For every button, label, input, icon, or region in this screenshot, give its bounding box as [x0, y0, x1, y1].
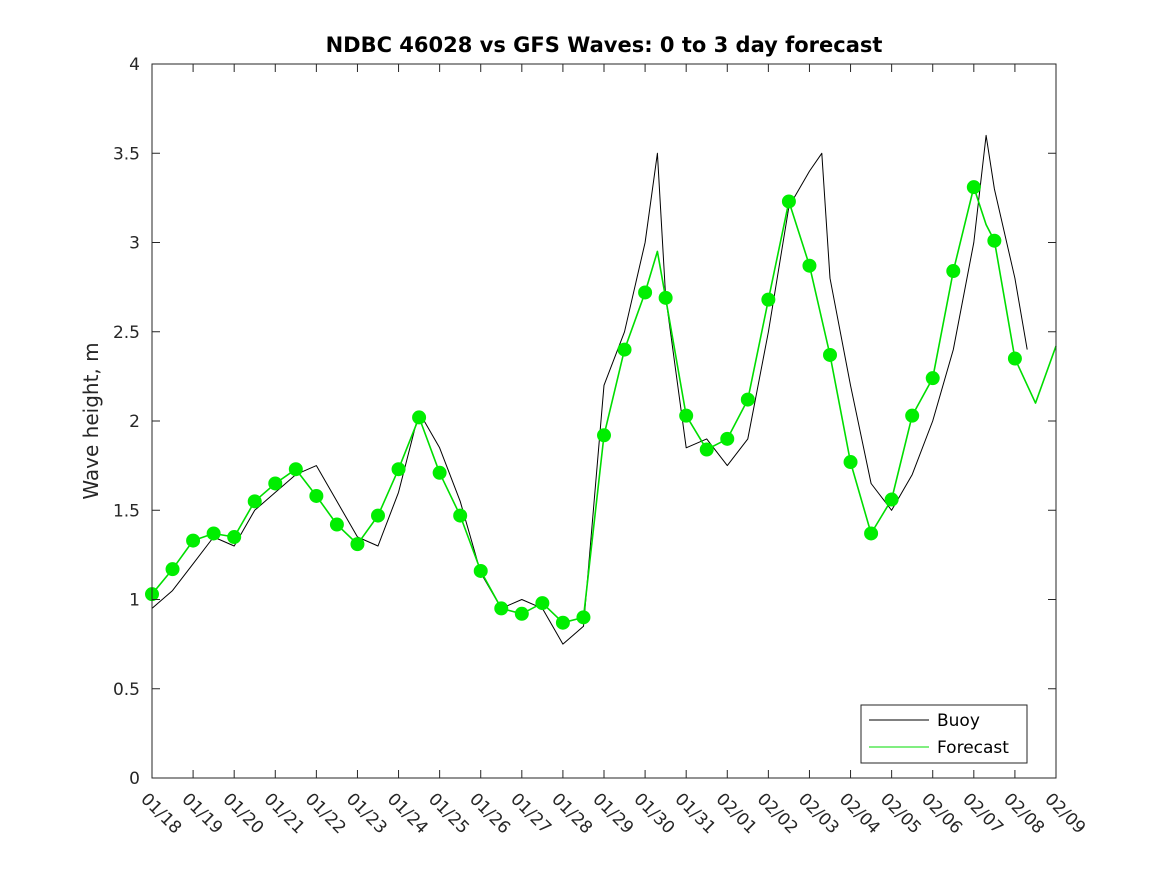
forecast-point	[227, 530, 242, 545]
x-tick-label: 01/21	[260, 789, 309, 838]
forecast-point	[247, 494, 262, 509]
legend-box	[860, 704, 1028, 764]
y-tick-label: 3	[129, 234, 140, 254]
forecast-point	[925, 371, 940, 386]
x-tick-label: 01/25	[424, 789, 473, 838]
forecast-point	[329, 517, 344, 532]
x-tick-label: 01/19	[178, 789, 227, 838]
forecast-point	[165, 562, 180, 577]
y-tick-label: 4	[129, 55, 140, 75]
legend-forecast-label: Forecast	[937, 738, 1009, 758]
forecast-point	[535, 596, 550, 611]
x-tick-label: 01/31	[671, 789, 720, 838]
x-tick-label: 01/26	[465, 789, 514, 838]
x-tick-label: 01/20	[219, 789, 268, 838]
x-tick-label: 02/07	[958, 789, 1007, 838]
forecast-point	[206, 526, 221, 541]
y-axis: 0 0.5 1 1.5 2 2.5 3 3.5 4	[113, 55, 1056, 789]
y-tick-label: 3.5	[113, 144, 140, 164]
forecast-point	[905, 408, 920, 423]
forecast-point	[658, 290, 673, 305]
marker-layer	[145, 180, 1022, 630]
forecast-point	[412, 410, 427, 425]
x-tick-label: 02/05	[876, 789, 925, 838]
forecast-point	[268, 476, 283, 491]
y-tick-label: 0	[129, 769, 140, 789]
forecast-point	[843, 455, 858, 470]
x-tick-label: 01/27	[506, 789, 555, 838]
y-tick-label: 1.5	[113, 501, 140, 521]
x-tick-label: 01/28	[547, 789, 596, 838]
x-tick-label: 02/01	[712, 789, 761, 838]
forecast-point	[823, 347, 837, 362]
y-tick-label: 2.5	[113, 323, 140, 343]
x-tick-label: 01/24	[383, 789, 432, 838]
forecast-point	[802, 258, 817, 273]
forecast-point	[699, 442, 714, 457]
forecast-point	[350, 537, 365, 552]
forecast-point	[864, 526, 879, 541]
forecast-point	[555, 615, 570, 630]
legend-buoy-label: Buoy	[937, 711, 980, 731]
forecast-point	[740, 392, 755, 407]
x-tick-label: 01/30	[630, 789, 679, 838]
x-tick-label: 02/04	[835, 789, 884, 838]
x-tick-label: 01/29	[588, 789, 637, 838]
forecast-point	[473, 563, 488, 578]
forecast-point	[884, 492, 899, 507]
chart-title: NDBC 46028 vs GFS Waves: 0 to 3 day fore…	[326, 33, 883, 57]
plot-background	[152, 64, 1056, 778]
forecast-point	[781, 194, 796, 209]
forecast-point	[186, 533, 201, 548]
x-tick-label: 02/06	[917, 789, 966, 838]
forecast-point	[391, 462, 406, 477]
x-tick-label: 02/03	[794, 789, 843, 838]
forecast-point	[987, 233, 1002, 248]
forecast-point	[576, 610, 591, 625]
x-tick-label: 02/09	[1040, 789, 1089, 838]
forecast-point	[617, 342, 632, 357]
forecast-point	[453, 508, 468, 523]
forecast-point	[720, 431, 735, 446]
y-tick-label: 2	[129, 412, 140, 432]
forecast-point	[309, 488, 324, 503]
x-tick-label: 01/18	[136, 789, 185, 838]
y-tick-label: 1	[129, 591, 140, 611]
forecast-point	[494, 601, 509, 616]
x-tick-label: 02/02	[753, 789, 802, 838]
y-axis-label: Wave height, m	[79, 342, 103, 499]
forecast-point	[514, 606, 529, 621]
forecast-point	[638, 285, 653, 300]
forecast-point	[761, 292, 776, 307]
forecast-point	[432, 465, 447, 480]
x-tick-label: 02/08	[999, 789, 1048, 838]
legend: Buoy Forecast	[860, 704, 1028, 764]
x-tick-label: 01/23	[342, 789, 391, 838]
forecast-point	[946, 264, 961, 279]
forecast-point	[966, 180, 981, 195]
forecast-point	[597, 428, 611, 443]
forecast-point	[371, 508, 385, 523]
forecast-point	[1007, 351, 1022, 366]
forecast-point	[288, 462, 303, 477]
forecast-point	[679, 408, 694, 423]
x-tick-label: 01/22	[301, 789, 350, 838]
y-tick-label: 0.5	[113, 680, 140, 700]
